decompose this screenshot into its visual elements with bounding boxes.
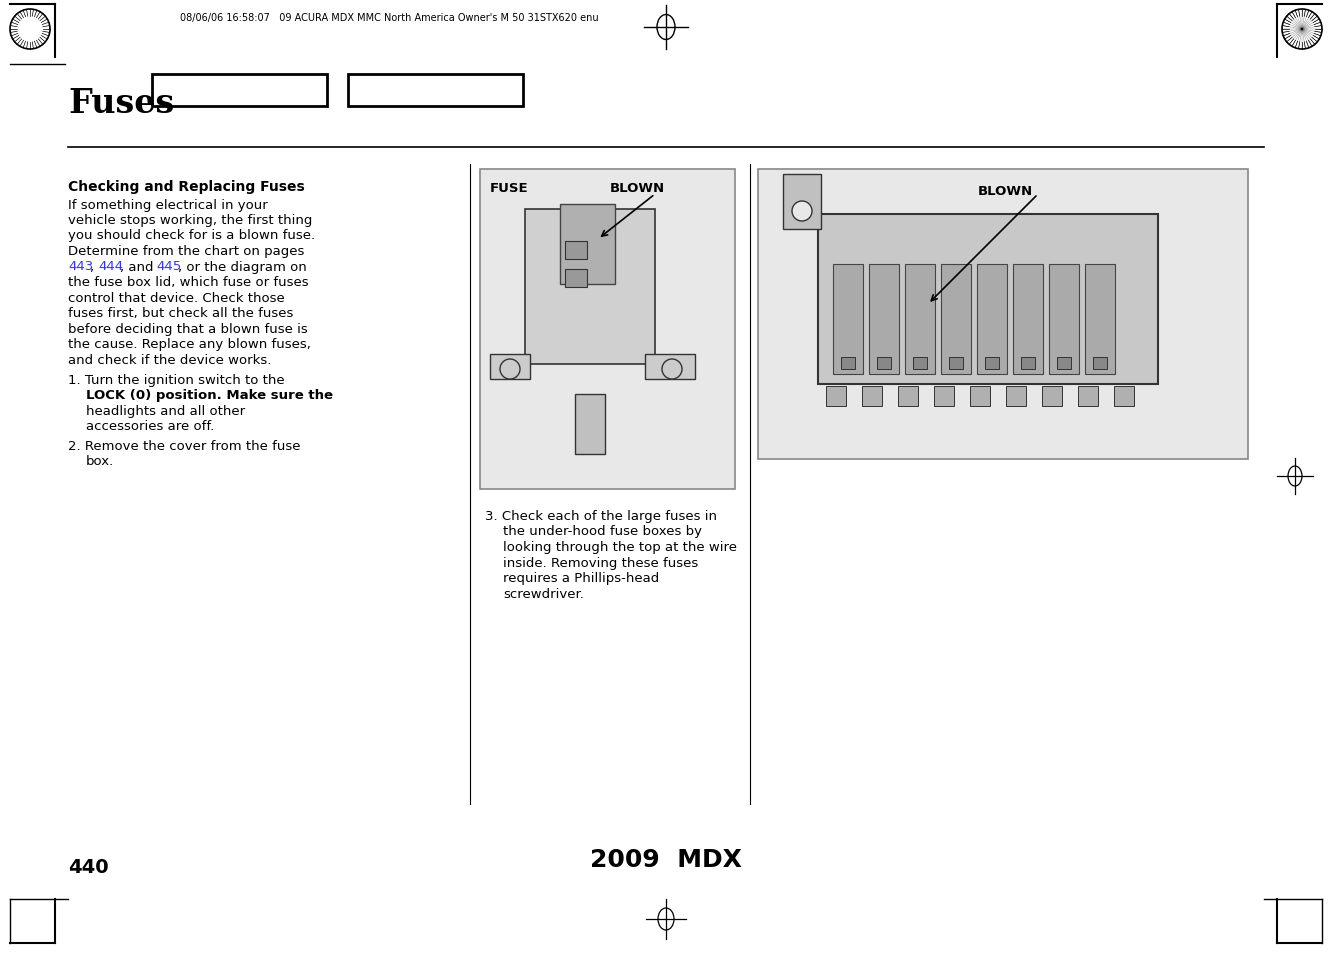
Text: Determine from the chart on pages: Determine from the chart on pages [68,245,305,257]
Bar [1086,265,1115,375]
Bar [976,265,1007,375]
Bar [525,210,655,365]
Bar [1014,265,1043,375]
Bar [1042,387,1062,407]
Bar [862,387,882,407]
Text: BLOWN: BLOWN [610,182,665,194]
Text: screwdriver.: screwdriver. [503,587,583,599]
Bar [1050,265,1079,375]
Text: Fuses: Fuses [68,87,174,120]
Bar [1078,387,1098,407]
Text: 1. Turn the ignition switch to the: 1. Turn the ignition switch to the [68,374,285,387]
Bar [912,357,927,370]
Bar [940,265,971,375]
Bar [565,270,587,288]
Text: headlights and all other: headlights and all other [87,405,245,417]
Text: BLOWN: BLOWN [978,185,1034,198]
Text: vehicle stops working, the first thing: vehicle stops working, the first thing [68,213,313,227]
Text: 440: 440 [68,857,109,876]
Bar [490,355,530,379]
Bar [826,387,846,407]
Bar [948,357,963,370]
Bar [934,387,954,407]
Text: box.: box. [87,455,115,468]
Text: the fuse box lid, which fuse or fuses: the fuse box lid, which fuse or fuses [68,275,309,289]
Bar [559,205,615,285]
Text: 443: 443 [68,260,93,274]
Text: control that device. Check those: control that device. Check those [68,292,285,304]
Text: LOCK (0) position. Make sure the: LOCK (0) position. Make sure the [87,389,333,402]
Text: the under-hood fuse boxes by: the under-hood fuse boxes by [503,525,702,537]
Text: 3. Check each of the large fuses in: 3. Check each of the large fuses in [485,510,717,522]
Text: If something electrical in your: If something electrical in your [68,198,268,212]
Bar [868,265,899,375]
Bar [984,357,999,370]
Circle shape [662,359,682,379]
Text: you should check for is a blown fuse.: you should check for is a blown fuse. [68,230,316,242]
Bar [1114,387,1134,407]
Bar [1058,357,1071,370]
Bar [898,387,918,407]
Text: accessories are off.: accessories are off. [87,420,214,433]
Bar [1006,387,1026,407]
Bar [818,214,1158,385]
Text: requires a Phillips-head: requires a Phillips-head [503,572,659,584]
Bar [480,170,735,490]
Bar [840,357,855,370]
Text: before deciding that a blown fuse is: before deciding that a blown fuse is [68,322,308,335]
Text: looking through the top at the wire: looking through the top at the wire [503,540,737,554]
Bar [348,75,523,107]
Circle shape [793,202,813,222]
Bar [152,75,326,107]
Text: Checking and Replacing Fuses: Checking and Replacing Fuses [68,180,305,193]
Text: inside. Removing these fuses: inside. Removing these fuses [503,556,698,569]
Text: 2. Remove the cover from the fuse: 2. Remove the cover from the fuse [68,439,301,453]
Bar [904,265,935,375]
Text: ,: , [91,260,99,274]
Text: and check if the device works.: and check if the device works. [68,354,272,366]
Text: 2009  MDX: 2009 MDX [590,847,742,871]
Text: 08/06/06 16:58:07   09 ACURA MDX MMC North America Owner's M 50 31STX620 enu: 08/06/06 16:58:07 09 ACURA MDX MMC North… [180,13,598,23]
Bar [565,242,587,260]
Bar [970,387,990,407]
Circle shape [500,359,519,379]
Bar [832,265,863,375]
Bar [575,395,605,455]
Bar [645,355,695,379]
Text: FUSE: FUSE [490,182,529,194]
Bar [1094,357,1107,370]
Text: , or the diagram on: , or the diagram on [178,260,306,274]
Bar [758,170,1248,459]
Bar [1022,357,1035,370]
Text: the cause. Replace any blown fuses,: the cause. Replace any blown fuses, [68,337,310,351]
Text: 444: 444 [99,260,123,274]
Text: , and: , and [120,260,157,274]
Bar [783,174,821,230]
Bar [876,357,891,370]
Text: fuses first, but check all the fuses: fuses first, but check all the fuses [68,307,293,319]
Text: 445: 445 [156,260,181,274]
